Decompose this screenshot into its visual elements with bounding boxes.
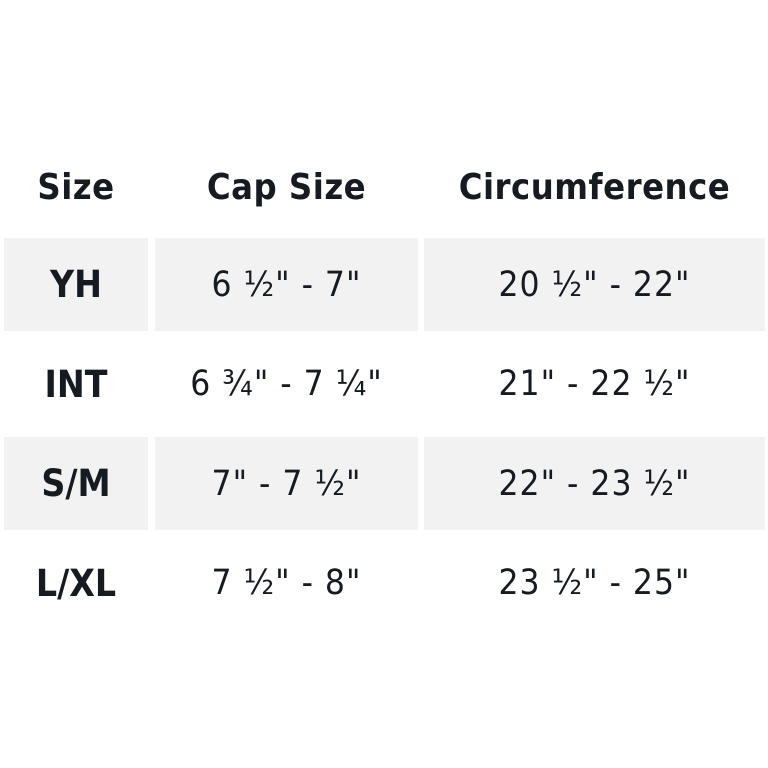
header-circumference: Circumference [458, 166, 731, 208]
row-size-cell: INT [44, 362, 108, 406]
row-size-cell: S/M [4, 437, 148, 530]
row-circ-cell: 23 ½" - 25" [498, 563, 691, 603]
row-cap-cell: 6 ¾" - 7 ¼" [190, 364, 383, 404]
row-cap-cell: 7 ½" - 8" [211, 563, 362, 603]
row-cap-cell: 7" - 7 ½" [155, 437, 418, 530]
row-circ-cell: 22" - 23 ½" [424, 437, 765, 530]
row-circ-cell: 20 ½" - 22" [424, 238, 765, 331]
row-size-cell: L/XL [35, 561, 117, 605]
row-cap-cell: 6 ½" - 7" [155, 238, 418, 331]
row-size-cell: YH [4, 238, 148, 331]
row-circ-cell: 21" - 22 ½" [498, 364, 691, 404]
header-size: Size [37, 166, 115, 208]
header-cap-size: Cap Size [206, 166, 367, 208]
